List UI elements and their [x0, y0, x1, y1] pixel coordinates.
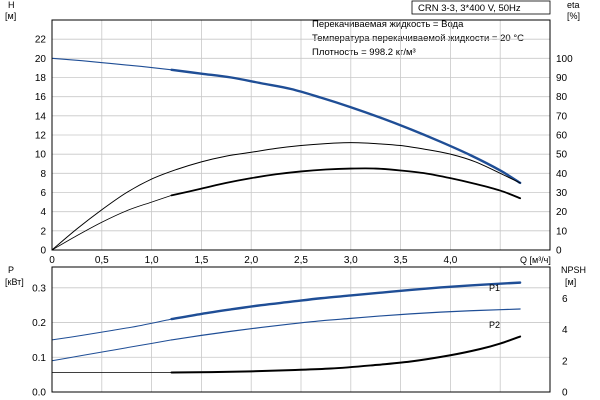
bottom-y2-tick-label: 2	[562, 356, 568, 367]
x-tick-label: 3,0	[344, 255, 358, 266]
top-head-thin-curve	[51, 57, 173, 71]
top-y-tick-label: 18	[35, 73, 47, 84]
x-tick-label: 0	[49, 255, 55, 266]
bottom-y2-tick-label: 6	[562, 294, 568, 305]
bottom-y2label-unit: [м]	[565, 277, 576, 287]
top-y-tick-label: 2	[40, 226, 46, 237]
top-y-tick-label: 10	[35, 150, 47, 161]
bottom-y-tick-label: 0.1	[32, 353, 46, 364]
top-ylabel-symbol: H	[8, 0, 15, 10]
top-y2-tick-label: 20	[556, 207, 568, 218]
x-tick-label: 0,5	[95, 255, 109, 266]
info-line-liquid: Перекачиваемая жидкость = Вода	[312, 19, 464, 30]
top-y2-tick-label: 30	[556, 188, 568, 199]
bottom-y-tick-label: 0.0	[32, 388, 46, 399]
p2-series-label: P2	[489, 320, 500, 330]
bottom-y2label-symbol: NPSH	[561, 265, 586, 275]
top-y-tick-label: 8	[40, 169, 46, 180]
top-y2-tick-label: 100	[556, 54, 573, 65]
top-y-tick-label: 12	[35, 131, 47, 142]
top-eta-curve	[170, 167, 522, 200]
x-tick-label: 1,0	[145, 255, 159, 266]
top-y-tick-label: 16	[35, 92, 47, 103]
bottom-y-tick-label: 0.3	[32, 283, 46, 294]
top-y2-tick-label: 40	[556, 169, 568, 180]
top-y2-tick-label: 80	[556, 92, 568, 103]
bottom-y-tick-label: 0.2	[32, 318, 46, 329]
bottom-ylabel-unit: [кВт]	[5, 277, 24, 287]
top-y-tick-label: 14	[35, 111, 47, 122]
top-y2-tick-label: 90	[556, 73, 568, 84]
bottom-p2-curve	[170, 308, 521, 341]
bottom-tick-labels: 0.0 0.1 0.2 0.3 0 2 4 6	[32, 283, 568, 398]
top-eta-total-curve	[51, 142, 521, 251]
info-line-density: Плотность = 998.2 кг/м³	[312, 47, 416, 58]
top-y2label-unit: [%]	[567, 11, 580, 21]
top-curves	[51, 57, 522, 251]
top-y-tick-label: 6	[40, 188, 46, 199]
x-tick-label: 3,5	[394, 255, 408, 266]
bottom-y2-tick-label: 0	[562, 388, 568, 399]
top-y2-tick-label: 0	[556, 246, 562, 257]
x-tick-label: 2,5	[294, 255, 308, 266]
bottom-y2-tick-label: 4	[562, 325, 568, 336]
top-gridlines	[52, 20, 550, 250]
top-y2-tick-label: 60	[556, 131, 568, 142]
bottom-npsh-curve	[170, 335, 522, 374]
info-line-temperature: Температура перекачиваемой жидкости = 20…	[312, 33, 524, 44]
bottom-p2-thin-curve	[51, 339, 173, 362]
p1-series-label: P1	[489, 283, 500, 293]
top-eta-thin-curve	[51, 194, 172, 251]
bottom-p1-curve	[170, 281, 522, 321]
top-head-curve	[170, 68, 522, 185]
top-y2label-symbol: eta	[567, 0, 580, 10]
x-tick-label: 1,5	[194, 255, 208, 266]
x-tick-label: 2,0	[244, 255, 258, 266]
model-label: CRN 3-3, 3*400 V, 50Hz	[418, 3, 521, 14]
bottom-p1-thin-curve	[51, 318, 173, 341]
top-y2-tick-label: 50	[556, 150, 568, 161]
top-plot-frame	[51, 19, 551, 251]
top-y-tick-label: 20	[35, 54, 47, 65]
top-y2-tick-label: 70	[556, 111, 568, 122]
top-y2-tick-label: 10	[556, 226, 568, 237]
bottom-curves	[51, 281, 522, 374]
top-y-tick-label: 0	[40, 246, 46, 257]
top-xlabel: Q [м³/ч]	[520, 255, 551, 265]
top-y-tick-label: 22	[35, 35, 47, 46]
top-ylabel-unit: [м]	[5, 11, 16, 21]
top-tick-labels: 0 0,5 1,0 1,5 2,0 2,5 3,0 3,5 4,0 0 2 4 6 8 10 12 14 16 18…	[35, 35, 573, 266]
bottom-ylabel-symbol: P	[8, 265, 14, 275]
x-tick-label: 4,0	[443, 255, 457, 266]
top-y-tick-label: 4	[40, 207, 46, 218]
bottom-plot-frame	[51, 266, 551, 393]
model-box	[411, 0, 551, 15]
